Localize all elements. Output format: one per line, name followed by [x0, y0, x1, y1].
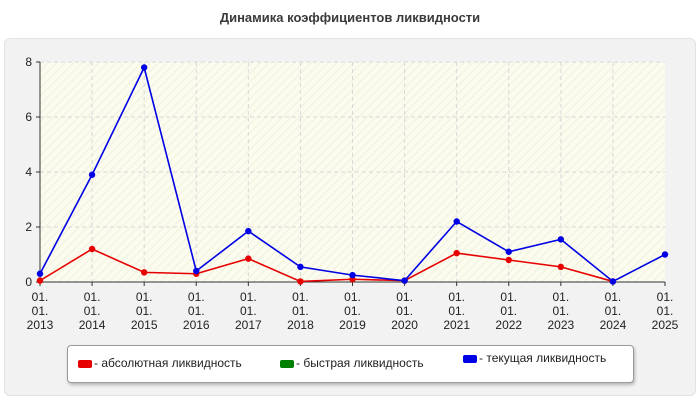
data-point [453, 218, 460, 225]
y-tick-label: 4 [25, 165, 32, 179]
data-point [193, 267, 200, 275]
legend-swatch-red [78, 359, 92, 368]
data-point [297, 278, 304, 285]
data-point [661, 251, 669, 258]
x-tick-label: 01. 01. 2022 [495, 290, 522, 332]
series-line-0 [39, 248, 614, 283]
data-point [245, 255, 252, 262]
data-point [453, 249, 460, 257]
legend-label: - абсолютная ликвидность [94, 356, 242, 370]
x-tick-label: 01. 01. 2024 [600, 290, 627, 332]
data-point [88, 171, 96, 178]
y-tick-label: 8 [25, 55, 32, 69]
x-tick-label: 01. 01. 2013 [27, 290, 54, 332]
data-point [557, 236, 565, 243]
data-point [140, 64, 148, 71]
data-point [245, 227, 252, 235]
legend-swatch-green [280, 359, 294, 368]
data-point [36, 270, 44, 277]
legend-item-quick: - быстрая ликвидность [280, 356, 424, 370]
x-tick-label: 01. 01. 2014 [79, 290, 106, 332]
x-tick-label: 01. 01. 2025 [652, 290, 679, 332]
legend: - абсолютная ликвидность - быстрая ликви… [67, 345, 634, 383]
data-point [88, 245, 96, 253]
data-point [36, 277, 44, 284]
x-tick-label: 01. 01. 2019 [339, 290, 366, 332]
data-point [557, 263, 565, 271]
data-point [505, 256, 512, 264]
x-tick-label: 01. 01. 2018 [287, 290, 314, 332]
x-tick-label: 01. 01. 2017 [235, 290, 262, 332]
legend-label: - быстрая ликвидность [296, 356, 424, 370]
x-tick-label: 01. 01. 2021 [443, 290, 470, 332]
x-tick-label: 01. 01. 2020 [391, 290, 418, 332]
legend-label: - текущая ликвидность [479, 351, 607, 365]
data-point [140, 269, 148, 276]
data-point [401, 277, 408, 284]
x-tick-label: 01. 01. 2015 [131, 290, 158, 332]
data-point [297, 263, 304, 271]
legend-item-current: - текущая ликвидность [463, 351, 606, 365]
chart-title: Динамика коэффициентов ликвидности [219, 10, 481, 25]
y-tick-label: 0 [25, 275, 32, 289]
data-point [609, 278, 617, 285]
y-tick-label: 6 [25, 110, 32, 124]
y-tick-label: 2 [25, 220, 32, 234]
x-tick-label: 01. 01. 2016 [183, 290, 210, 332]
data-point [349, 271, 356, 279]
x-tick-label: 01. 01. 2023 [547, 290, 574, 332]
legend-swatch-blue [463, 354, 477, 363]
data-point [505, 248, 512, 255]
legend-item-absolute: - абсолютная ликвидность [78, 356, 242, 370]
